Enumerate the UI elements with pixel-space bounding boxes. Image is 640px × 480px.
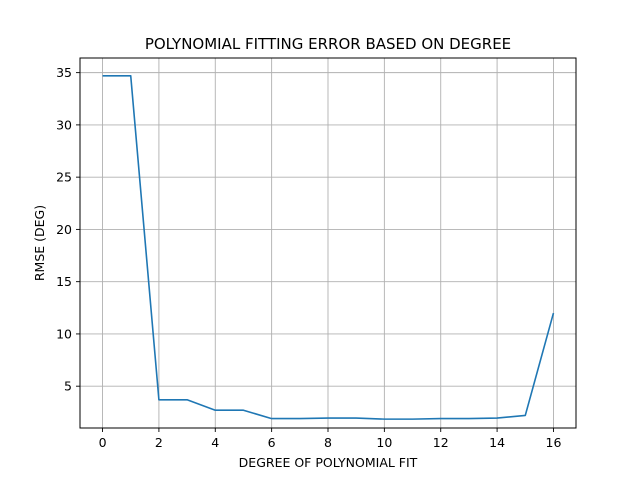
plot-frame [79,57,577,429]
y-tick-label: 35 [56,65,72,80]
y-tick-label: 5 [64,379,72,394]
x-tick-label: 10 [376,435,392,450]
axis-ticks: 0 2 4 6 8 10 12 14 16 5 10 15 20 25 30 35 [56,65,561,450]
y-tick-label: 30 [56,117,72,132]
grid-lines [80,58,576,428]
x-tick-label: 6 [268,435,276,450]
y-axis-label: RMSE (DEG) [32,205,47,281]
series-line [102,74,555,420]
x-axis-label: DEGREE OF POLYNOMIAL FIT [239,455,418,470]
x-tick-label: 12 [433,435,449,450]
y-tick-label: 20 [56,222,72,237]
x-tick-label: 0 [99,435,107,450]
y-tick-label: 15 [56,274,72,289]
y-tick-label: 25 [56,170,72,185]
chart-title: POLYNOMIAL FITTING ERROR BASED ON DEGREE [145,35,511,53]
x-tick-label: 2 [155,435,163,450]
x-tick-label: 16 [546,435,562,450]
x-tick-label: 14 [489,435,505,450]
x-tick-label: 8 [324,435,332,450]
y-tick-label: 10 [56,326,72,341]
data-series [102,74,555,420]
x-tick-label: 4 [211,435,219,450]
